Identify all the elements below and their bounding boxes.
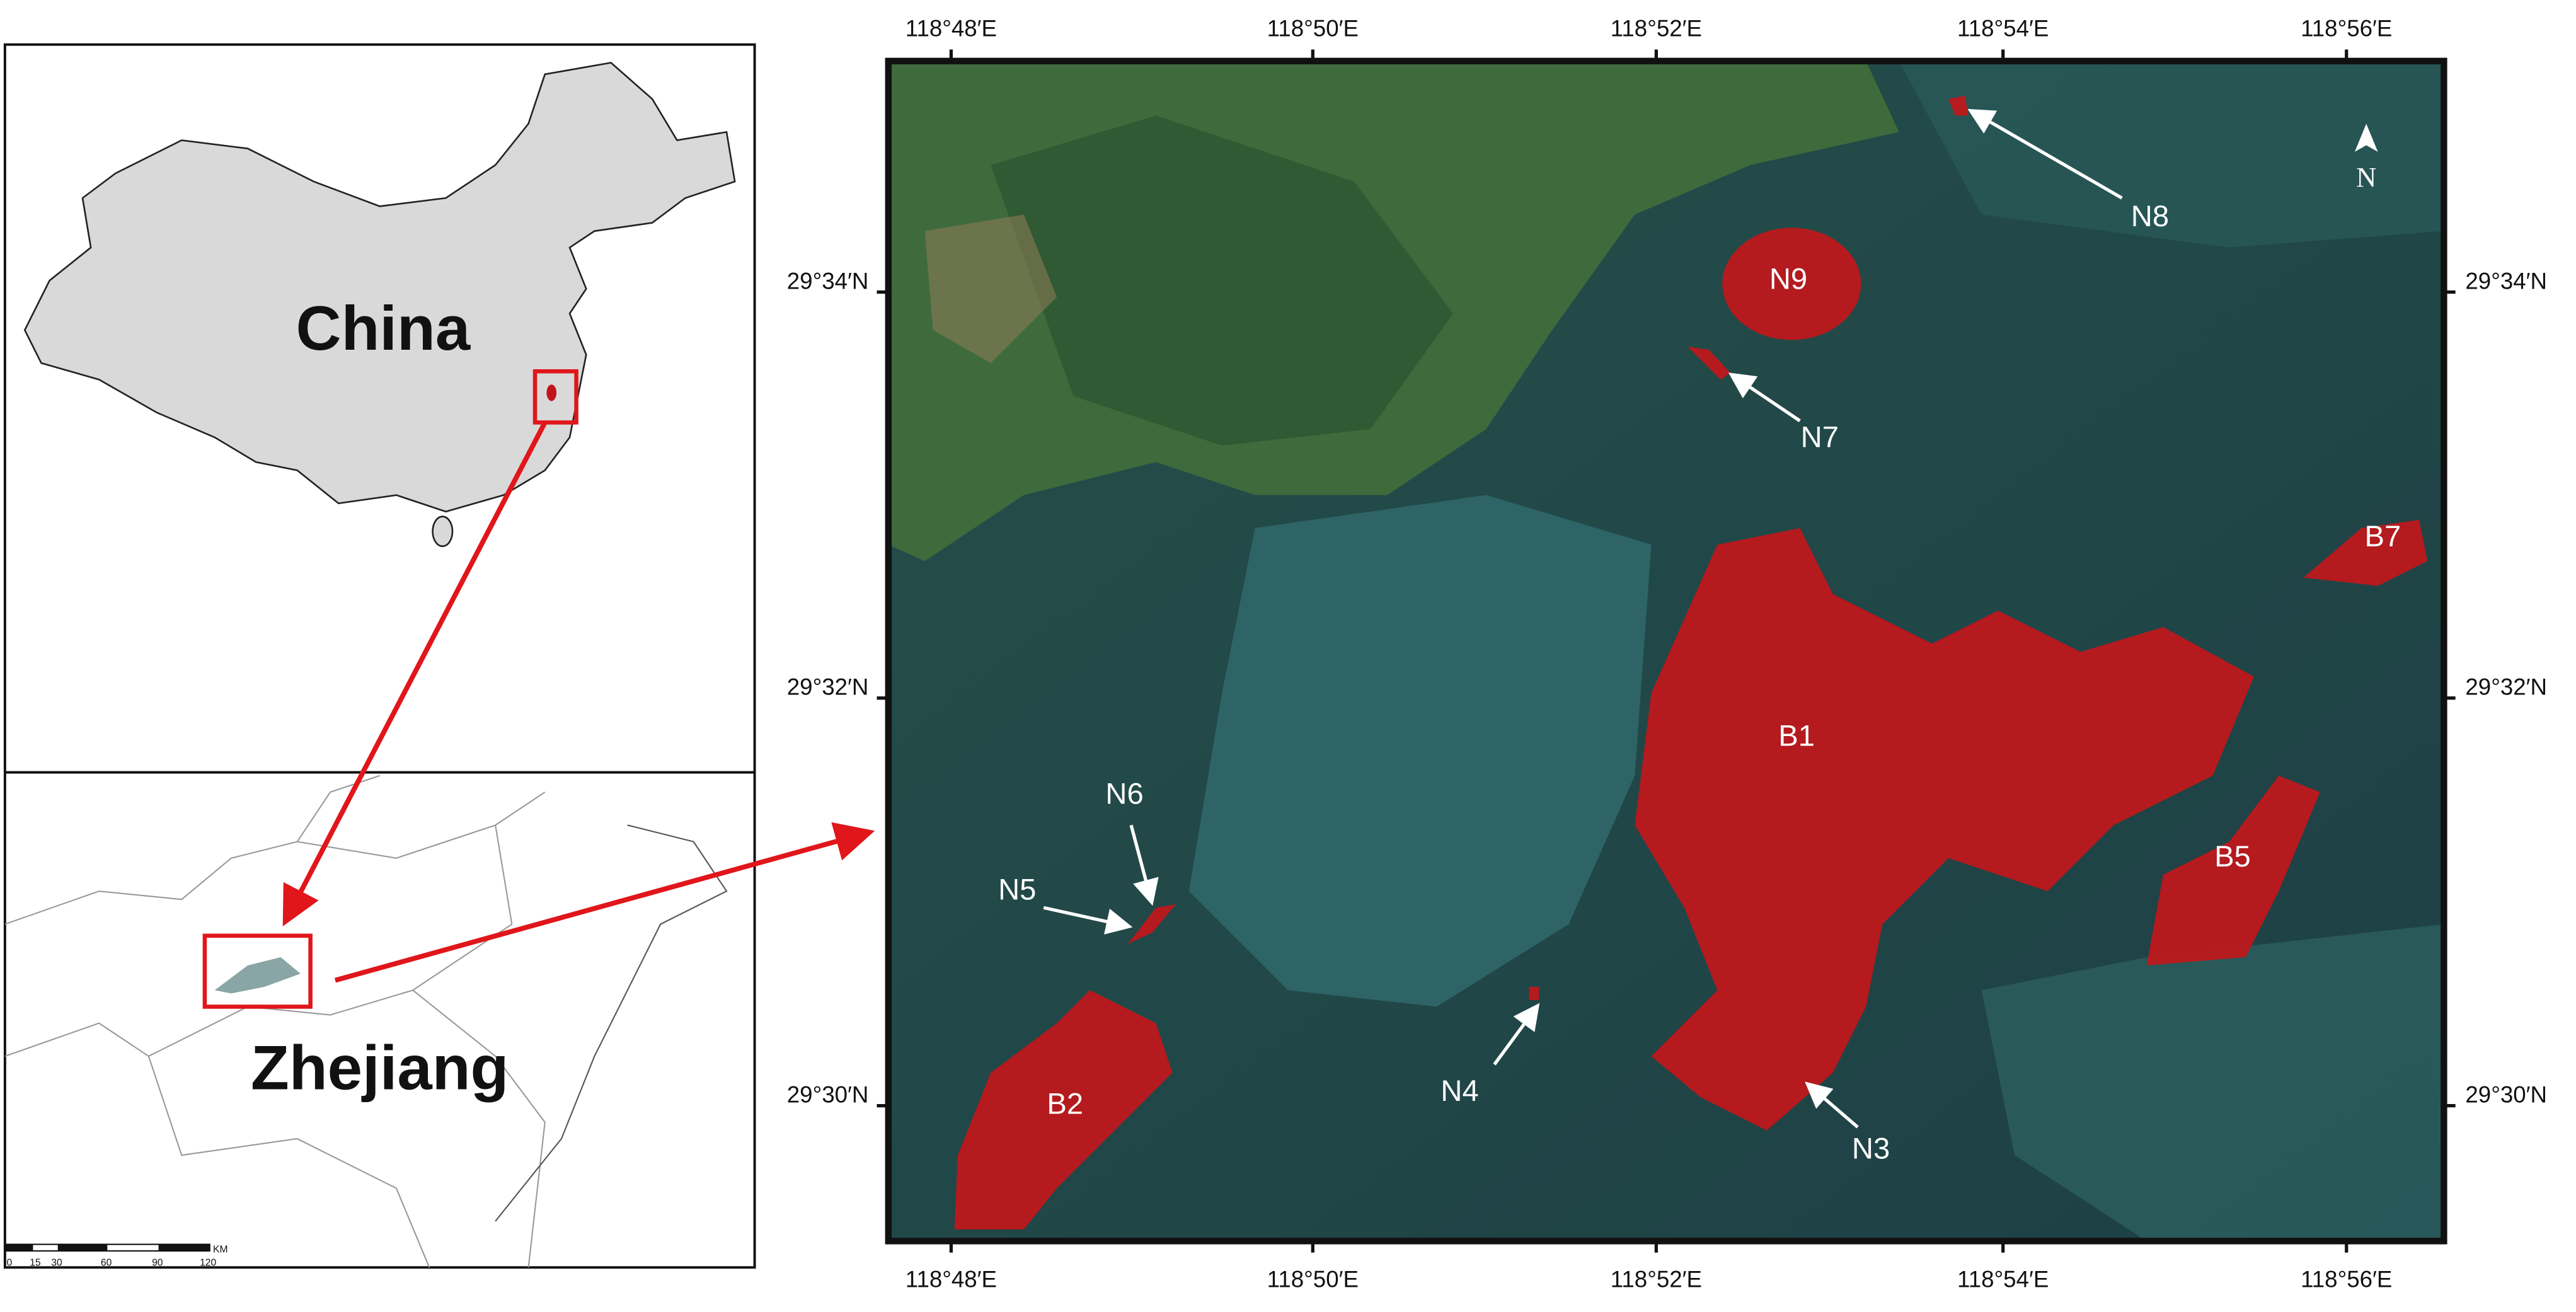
- site-label: N5: [998, 872, 1036, 906]
- site-label: B7: [2365, 519, 2401, 553]
- satellite-map: N9 B1 B5 B7 B2 N8 N7 N5 N6 N4 N3 N: [885, 57, 2447, 1245]
- china-label: China: [296, 294, 471, 364]
- site-label: B1: [1778, 719, 1815, 752]
- coordinate-label: 29°30′N: [2465, 1081, 2547, 1107]
- sites: [954, 95, 2428, 1230]
- scale-label: 15: [30, 1258, 41, 1269]
- china-outline: [23, 62, 736, 513]
- tick-labels: 118°48′E 118°50′E 118°52′E 118°54′E 118°56′E…: [787, 16, 2547, 1292]
- scale-label: 60: [101, 1258, 112, 1269]
- inset-panel: China Zhejiang 0 15 30 60 90 120 KM: [3, 43, 756, 1269]
- site-arrows: [1043, 108, 2123, 1129]
- north-label: N: [2356, 161, 2376, 193]
- coordinate-label: 29°34′N: [2465, 268, 2547, 294]
- site-label: B2: [1047, 1087, 1083, 1120]
- zhejiang-outline: [4, 774, 728, 1268]
- site-label: N7: [1801, 420, 1839, 454]
- coordinate-label: 29°32′N: [787, 674, 869, 700]
- coordinate-label: 118°48′E: [906, 1267, 997, 1292]
- coordinate-label: 118°52′E: [1611, 16, 1702, 42]
- scale-unit: KM: [213, 1245, 228, 1255]
- coordinate-label: 118°48′E: [906, 16, 997, 42]
- site-label: N6: [1105, 776, 1143, 810]
- scale-label: 90: [152, 1258, 163, 1269]
- scale-bar: 0 15 30 60 90 120 KM: [6, 1243, 228, 1269]
- coordinate-label: 29°32′N: [2465, 674, 2547, 700]
- site-label: B5: [2214, 839, 2251, 873]
- coordinate-label: 118°56′E: [2301, 16, 2392, 42]
- graticule-ticks: [877, 49, 2456, 1253]
- connector-arrow: [334, 822, 875, 983]
- coordinate-label: 118°50′E: [1267, 1267, 1359, 1292]
- north-arrow: N: [2354, 124, 2378, 193]
- coordinate-label: 118°52′E: [1611, 1267, 1702, 1292]
- coordinate-label: 118°56′E: [2301, 1267, 2392, 1292]
- coordinate-label: 29°34′N: [787, 268, 869, 294]
- coordinate-label: 118°50′E: [1267, 16, 1359, 42]
- coordinate-label: 118°54′E: [1957, 1267, 2049, 1292]
- scale-label: 30: [51, 1258, 62, 1269]
- scale-label: 0: [6, 1258, 12, 1269]
- site-label: N3: [1852, 1131, 1890, 1165]
- coordinate-label: 118°54′E: [1957, 16, 2049, 42]
- connector-arrow: [282, 421, 548, 927]
- scale-label: 120: [200, 1258, 216, 1269]
- zhejiang-label: Zhejiang: [251, 1033, 509, 1103]
- site-label: N4: [1440, 1074, 1478, 1107]
- site-label: N9: [1769, 262, 1807, 295]
- site-label: N8: [2131, 199, 2169, 233]
- coordinate-label: 29°30′N: [787, 1081, 869, 1107]
